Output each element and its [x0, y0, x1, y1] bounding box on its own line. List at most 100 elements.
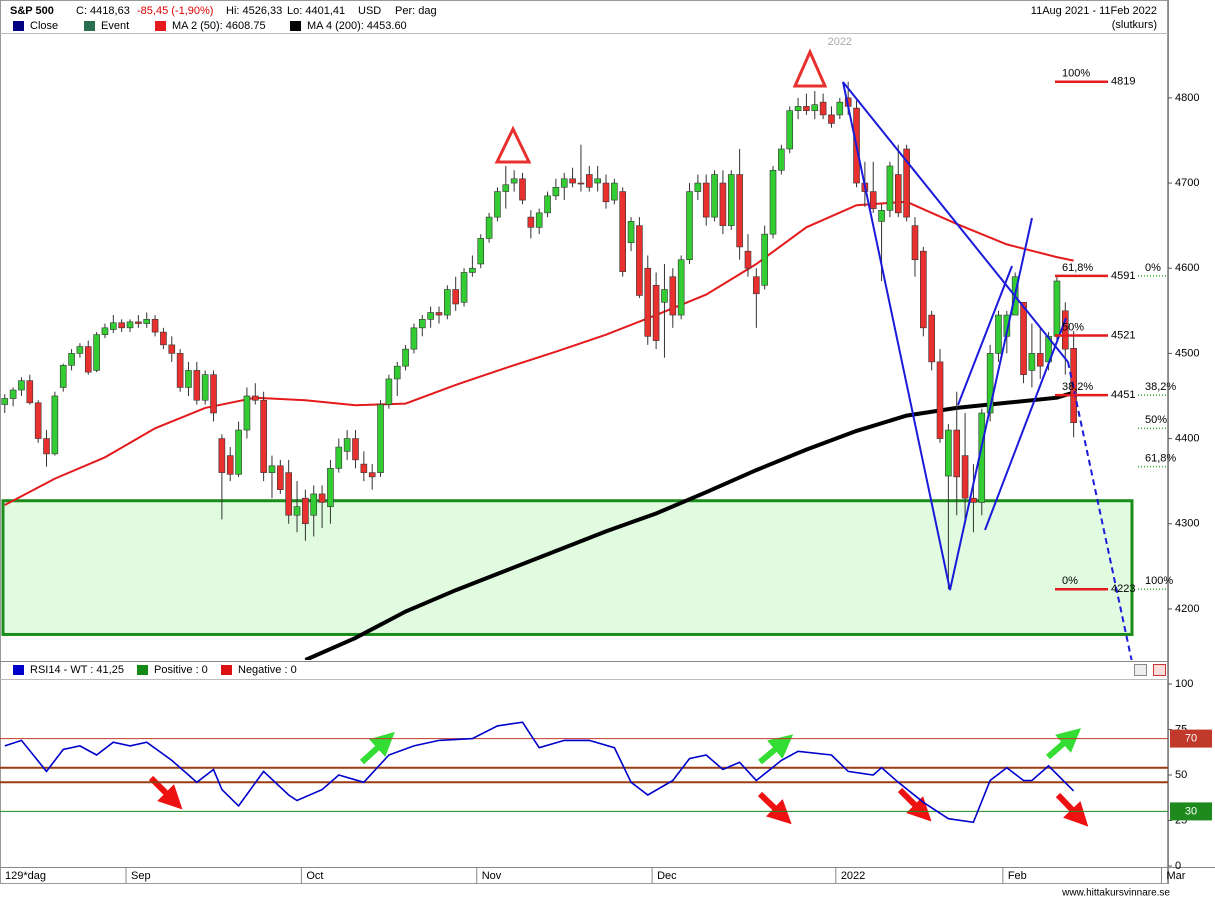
candle-body: [135, 321, 142, 324]
legend-swatch: [137, 665, 148, 675]
candle-body: [352, 438, 359, 461]
fib-percent: 38,2%: [1145, 381, 1176, 393]
candle-body: [510, 178, 518, 184]
candle-body: [727, 174, 735, 226]
y-tick-label: 4600: [1175, 262, 1199, 274]
legend-label: Event: [101, 20, 129, 32]
trendline: [984, 317, 1067, 531]
candle-body: [335, 446, 343, 469]
candle-body: [26, 380, 34, 404]
trendline-projection: [1067, 361, 1133, 660]
x-tick-label: Feb: [1008, 870, 1027, 882]
candle-body: [636, 225, 643, 296]
candle-body: [43, 438, 50, 455]
y-tick-label: 0: [1175, 860, 1181, 872]
candle-body: [936, 361, 944, 439]
candle-body: [702, 182, 710, 218]
candle-body: [1053, 280, 1061, 337]
candle-body: [544, 195, 551, 214]
x-tick-label: Mar: [1166, 870, 1185, 882]
candle-body: [894, 174, 902, 214]
year-label: 2022: [828, 36, 852, 48]
change: -85,45 (-1,90%): [137, 5, 213, 17]
candle-body: [110, 322, 117, 330]
candle-body: [1028, 353, 1036, 371]
legend-swatch: [290, 21, 301, 31]
candle-body: [552, 187, 560, 197]
candle-body: [753, 276, 760, 295]
candle-body: [519, 178, 526, 201]
candle-body: [811, 104, 819, 111]
candle-body: [1, 398, 9, 405]
fib-percent: 38,2%: [1062, 381, 1093, 393]
candle-body: [76, 346, 84, 354]
legend-swatch: [221, 665, 232, 675]
candle-body: [527, 216, 535, 228]
candle-body: [477, 238, 485, 265]
support-zone: [1, 499, 1134, 636]
candle-body: [569, 178, 576, 184]
level-label: 30: [1185, 805, 1197, 817]
candle-body: [995, 314, 1002, 354]
rsi-line: [4, 721, 1075, 824]
candle-body: [627, 221, 635, 243]
candle-body: [1036, 353, 1044, 367]
candle-body: [226, 455, 234, 475]
candle-body: [619, 191, 627, 272]
period: Per: dag: [395, 5, 437, 17]
candle-body: [126, 321, 134, 329]
watermark: www.hittakursvinnare.se: [1061, 888, 1170, 899]
fib-percent: 50%: [1062, 321, 1084, 333]
candle-body: [193, 370, 201, 401]
candle-body: [970, 497, 977, 503]
y-tick-label: 100: [1175, 678, 1193, 690]
candle-body: [176, 353, 184, 388]
candle-body: [644, 267, 652, 337]
fib-price: 4591: [1111, 270, 1135, 282]
candle-body: [268, 465, 276, 473]
candle-body: [327, 468, 334, 507]
candle-body: [769, 169, 777, 235]
trendline: [842, 81, 1033, 591]
symbol: S&P 500: [10, 5, 54, 17]
candle-body: [719, 182, 727, 226]
fib-price: 4819: [1111, 76, 1135, 88]
candle-body: [920, 250, 927, 329]
fib-percent: 0%: [1062, 575, 1078, 587]
candle-body: [185, 370, 192, 388]
candle-body: [160, 331, 167, 346]
fib-percent: 100%: [1145, 575, 1173, 587]
candle-body: [377, 404, 384, 473]
fib-percent: 61,8%: [1145, 453, 1176, 465]
candle-body: [535, 212, 543, 228]
candle-body: [878, 210, 885, 222]
close-value: C: 4418,63: [76, 5, 130, 17]
candle-body: [444, 289, 451, 316]
candle-body: [235, 429, 242, 475]
close-button[interactable]: [1153, 664, 1166, 676]
candle-body: [452, 289, 459, 305]
candle-body: [661, 289, 668, 303]
legend-label: Negative : 0: [238, 664, 297, 676]
level-label: 70: [1185, 733, 1197, 745]
legend-label: RSI14 - WT : 41,25: [30, 664, 124, 676]
candle-body: [201, 374, 209, 401]
candle-body: [928, 314, 935, 363]
candle-body: [368, 472, 376, 478]
legend-label: Close: [30, 20, 58, 32]
plot-layer: [1, 81, 1134, 660]
trendline: [842, 81, 1069, 363]
candle-body: [251, 395, 259, 401]
fib-price: 4521: [1111, 329, 1135, 341]
candle-body: [652, 284, 660, 341]
candle-body: [469, 267, 476, 273]
candle-body: [886, 165, 894, 211]
y-tick-label: 4700: [1175, 177, 1199, 189]
y-tick-label: 4200: [1175, 603, 1199, 615]
candle-body: [59, 365, 67, 388]
candle-body: [385, 378, 393, 405]
legend-swatch: [84, 21, 95, 31]
candle-body: [560, 178, 568, 188]
tool-button[interactable]: [1134, 664, 1147, 676]
price-type: (slutkurs): [1112, 19, 1157, 31]
